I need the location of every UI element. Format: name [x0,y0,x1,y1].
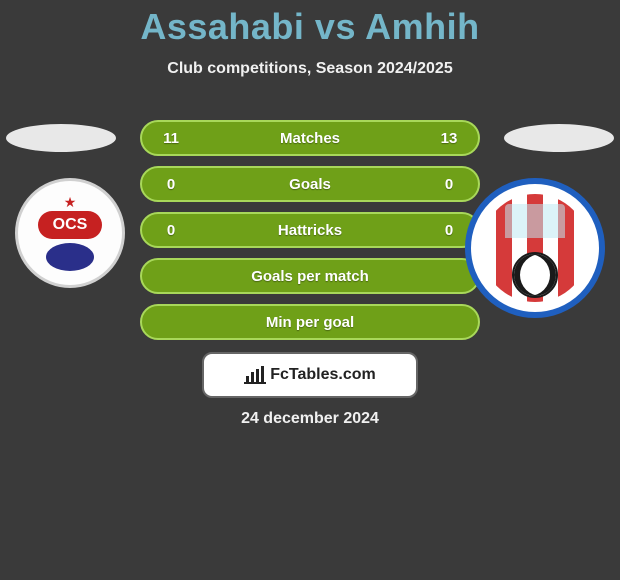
stat-right-value: 13 [434,130,464,147]
stat-row-mpg: Min per goal [140,304,480,340]
stripe [574,194,589,302]
page-title: Assahabi vs Amhih [0,0,620,48]
brand-text: FcTables.com [270,366,376,384]
football-icon [512,252,558,298]
stripe [481,194,496,302]
stat-right-value: 0 [434,222,464,239]
ocs-shield: ★ OCS [15,178,125,288]
brand-badge: FcTables.com [202,352,418,398]
star-icon: ★ [64,195,77,209]
club-badge-left: ★ OCS [15,178,125,288]
season-subtitle: Club competitions, Season 2024/2025 [0,60,620,78]
stats-panel: 11 Matches 13 0 Goals 0 0 Hattricks 0 Go… [140,120,480,350]
stat-row-goals: 0 Goals 0 [140,166,480,202]
stat-right-value: 0 [434,176,464,193]
castle-icon [505,204,565,238]
stat-label: Hattricks [186,222,434,239]
stat-left-value: 0 [156,176,186,193]
stat-left-value: 0 [156,222,186,239]
comparison-date: 24 december 2024 [241,410,379,428]
stat-left-value: 11 [156,130,186,147]
bar-chart-icon [244,366,266,384]
comparison-card: Assahabi vs Amhih Club competitions, Sea… [0,0,620,580]
club-badge-right [465,178,605,318]
ocs-label: OCS [38,211,102,239]
stat-label: Min per goal [186,314,434,331]
brand-content: FcTables.com [244,366,376,384]
player-left-photo-placeholder [6,124,116,152]
mat-shield [465,178,605,318]
rugby-ball-icon [46,243,94,271]
stat-row-hattricks: 0 Hattricks 0 [140,212,480,248]
player-right-photo-placeholder [504,124,614,152]
stat-label: Goals per match [186,268,434,285]
stat-label: Goals [186,176,434,193]
stat-label: Matches [186,130,434,147]
stat-row-matches: 11 Matches 13 [140,120,480,156]
stat-row-gpm: Goals per match [140,258,480,294]
